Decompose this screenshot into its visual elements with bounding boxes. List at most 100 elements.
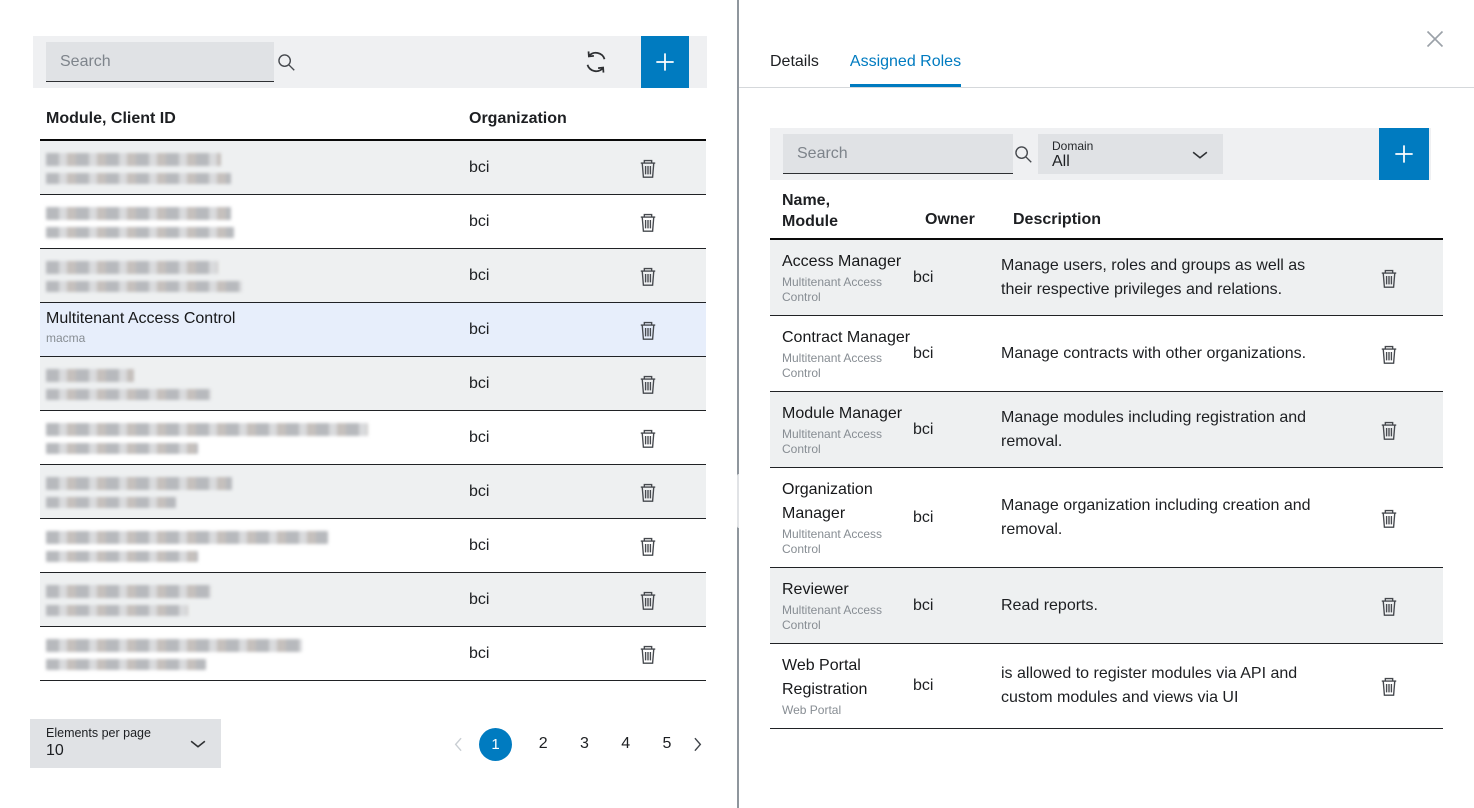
refresh-button[interactable] — [581, 47, 611, 77]
role-row[interactable]: Organization Manager Multitenant Access … — [770, 468, 1443, 568]
page-button[interactable]: 3 — [575, 735, 595, 753]
role-module: Multitenant Access Control — [782, 603, 883, 632]
delete-role-button[interactable] — [1377, 418, 1401, 442]
module-client-id: macma — [46, 331, 86, 345]
delete-module-button[interactable] — [636, 372, 660, 396]
add-role-button[interactable] — [1379, 128, 1429, 180]
module-row[interactable]: bci — [40, 249, 706, 303]
module-name-cell — [46, 254, 242, 292]
delete-module-button[interactable] — [636, 426, 660, 450]
module-name-cell — [46, 470, 232, 508]
add-module-button[interactable] — [641, 36, 689, 88]
modules-table: Module, Client ID Organization bci — [40, 94, 706, 681]
module-row[interactable]: Multitenant Access Control macma bci — [40, 303, 706, 357]
role-owner: bci — [913, 596, 934, 614]
elements-per-page-select[interactable]: Elements per page 10 — [30, 719, 221, 768]
delete-role-button[interactable] — [1377, 594, 1401, 618]
module-row[interactable]: bci — [40, 573, 706, 627]
modules-panel: Module, Client ID Organization bci — [30, 36, 707, 768]
role-row[interactable]: Access Manager Multitenant Access Contro… — [770, 240, 1443, 316]
roles-table-body: Access Manager Multitenant Access Contro… — [770, 240, 1443, 729]
module-row[interactable]: bci — [40, 411, 706, 465]
role-row[interactable]: Module Manager Multitenant Access Contro… — [770, 392, 1443, 468]
delete-role-button[interactable] — [1377, 266, 1401, 290]
redacted-module-title — [46, 153, 221, 166]
page-button[interactable]: 2 — [533, 735, 553, 753]
tab-details[interactable]: Details — [770, 53, 819, 87]
role-name-cell: Contract Manager Multitenant Access Cont… — [782, 326, 913, 381]
delete-module-button[interactable] — [636, 588, 660, 612]
module-organization: bci — [469, 158, 490, 176]
module-name-cell — [46, 578, 211, 616]
module-name-cell — [46, 632, 302, 670]
roles-search-input[interactable] — [783, 144, 1012, 163]
page-button[interactable]: 5 — [657, 735, 677, 753]
redacted-module-title — [46, 423, 368, 436]
chevron-left-icon — [449, 733, 469, 755]
trash-icon — [638, 535, 658, 557]
trash-icon — [638, 589, 658, 611]
modules-search-input[interactable] — [46, 52, 275, 71]
role-description: Manage modules including registration an… — [1001, 408, 1307, 450]
role-name: Contract Manager — [782, 329, 911, 346]
page-button[interactable]: 4 — [616, 735, 636, 753]
role-name-cell: Module Manager Multitenant Access Contro… — [782, 402, 913, 457]
role-module: Multitenant Access Control — [782, 427, 883, 456]
next-page-button[interactable] — [687, 733, 707, 755]
redacted-module-client-id — [46, 443, 198, 454]
redacted-module-client-id — [46, 497, 176, 508]
delete-role-button[interactable] — [1377, 674, 1401, 698]
chevron-down-icon — [187, 733, 209, 755]
elements-per-page-label: Elements per page — [46, 726, 151, 740]
delete-role-button[interactable] — [1377, 342, 1401, 366]
delete-module-button[interactable] — [636, 642, 660, 666]
module-name-cell — [46, 524, 328, 562]
module-row[interactable]: bci — [40, 465, 706, 519]
role-name: Reviewer — [782, 581, 849, 598]
delete-module-button[interactable] — [636, 318, 660, 342]
module-row[interactable]: bci — [40, 519, 706, 573]
delete-role-button[interactable] — [1377, 506, 1401, 530]
column-header-description: Description — [1013, 211, 1102, 228]
delete-module-button[interactable] — [636, 480, 660, 504]
modules-table-body: bci — [40, 141, 706, 681]
module-row[interactable]: bci — [40, 195, 706, 249]
pagination: 1 2 3 4 5 — [449, 727, 707, 761]
previous-page-button[interactable] — [449, 733, 469, 755]
trash-icon — [638, 265, 658, 287]
module-name-cell: Multitenant Access Control macma — [46, 308, 235, 346]
role-owner: bci — [913, 677, 934, 694]
tab-assigned-roles[interactable]: Assigned Roles — [849, 53, 962, 87]
delete-module-button[interactable] — [636, 210, 660, 234]
roles-table: Name, Module Owner Description Access Ma… — [770, 186, 1443, 729]
role-row[interactable]: Contract Manager Multitenant Access Cont… — [770, 316, 1443, 392]
module-organization: bci — [469, 374, 490, 392]
search-icon — [275, 51, 297, 73]
role-row[interactable]: Web Portal Registration Web Portal bci i… — [770, 644, 1443, 729]
page-button[interactable]: 1 — [479, 727, 512, 761]
delete-module-button[interactable] — [636, 156, 660, 180]
module-name-cell — [46, 416, 368, 454]
role-module: Multitenant Access Control — [782, 351, 883, 380]
redacted-module-title — [46, 477, 232, 490]
redacted-module-title — [46, 639, 302, 652]
domain-filter-select[interactable]: Domain All — [1038, 134, 1223, 174]
elements-per-page-value: 10 — [46, 742, 64, 759]
redacted-module-client-id — [46, 605, 188, 616]
column-header-module: Module, Client ID — [46, 110, 176, 127]
module-row[interactable]: bci — [40, 627, 706, 681]
module-row[interactable]: bci — [40, 357, 706, 411]
redacted-module-client-id — [46, 227, 234, 238]
redacted-module-client-id — [46, 659, 206, 670]
role-module: Multitenant Access Control — [782, 275, 883, 304]
role-name-cell: Web Portal Registration Web Portal — [782, 654, 913, 718]
module-row[interactable]: bci — [40, 141, 706, 195]
close-panel-button[interactable] — [1422, 26, 1448, 52]
role-description: Read reports. — [1001, 596, 1098, 614]
delete-module-button[interactable] — [636, 264, 660, 288]
module-name-cell — [46, 362, 211, 400]
role-row[interactable]: Reviewer Multitenant Access Control bci … — [770, 568, 1443, 644]
refresh-icon — [582, 48, 610, 76]
role-description: is allowed to register modules via API a… — [1001, 665, 1298, 706]
delete-module-button[interactable] — [636, 534, 660, 558]
